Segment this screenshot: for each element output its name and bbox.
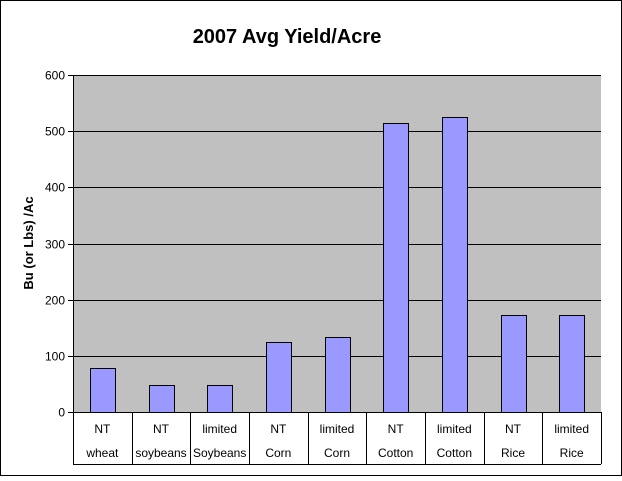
bars — [90, 117, 585, 413]
x-tick-label-line2: Corn — [265, 446, 291, 460]
bar — [383, 123, 409, 413]
bar — [442, 117, 468, 413]
x-tick-label-line2: Corn — [324, 446, 350, 460]
x-tick-label-line1: NT — [388, 422, 405, 436]
x-tick-label-line2: Cotton — [378, 446, 413, 460]
x-tick-label-line1: NT — [94, 422, 111, 436]
x-tick-label-line2: Rice — [501, 446, 525, 460]
chart-title: 2007 Avg Yield/Acre — [193, 26, 382, 48]
bar — [501, 315, 527, 413]
grid-lines — [73, 75, 601, 357]
x-tick-label-line2: Rice — [560, 446, 584, 460]
y-tick-label: 0 — [58, 406, 65, 420]
bar — [559, 315, 585, 413]
x-tick-label-line1: limited — [320, 422, 355, 436]
y-axis-label: Bu (or Lbs) /Ac — [21, 196, 36, 289]
x-tick-label-line2: Soybeans — [193, 446, 246, 460]
axes — [68, 75, 602, 465]
bar — [90, 368, 116, 413]
x-tick-label-line1: NT — [153, 422, 170, 436]
y-tick-label: 500 — [45, 125, 65, 139]
x-tick-label-line2: Cotton — [437, 446, 472, 460]
y-tick-label: 100 — [45, 350, 65, 364]
y-tick-label: 200 — [45, 294, 65, 308]
x-tick-label-line2: soybeans — [135, 446, 186, 460]
bar — [207, 385, 233, 413]
bar — [149, 385, 175, 413]
axis-labels: 0 100 200 300 400 500 600 NT wheat NT soybeans limi… — [45, 69, 589, 461]
bar — [266, 342, 292, 413]
y-tick-label: 400 — [45, 181, 65, 195]
x-tick-label-line1: limited — [554, 422, 589, 436]
x-tick-label-line2: wheat — [85, 446, 119, 460]
bar — [325, 337, 351, 413]
x-tick-label-line1: NT — [505, 422, 522, 436]
x-tick-label-line1: NT — [270, 422, 287, 436]
y-tick-label: 300 — [45, 238, 65, 252]
x-tick-label-line1: limited — [202, 422, 237, 436]
y-tick-label: 600 — [45, 69, 65, 83]
x-tick-label-line1: limited — [437, 422, 472, 436]
